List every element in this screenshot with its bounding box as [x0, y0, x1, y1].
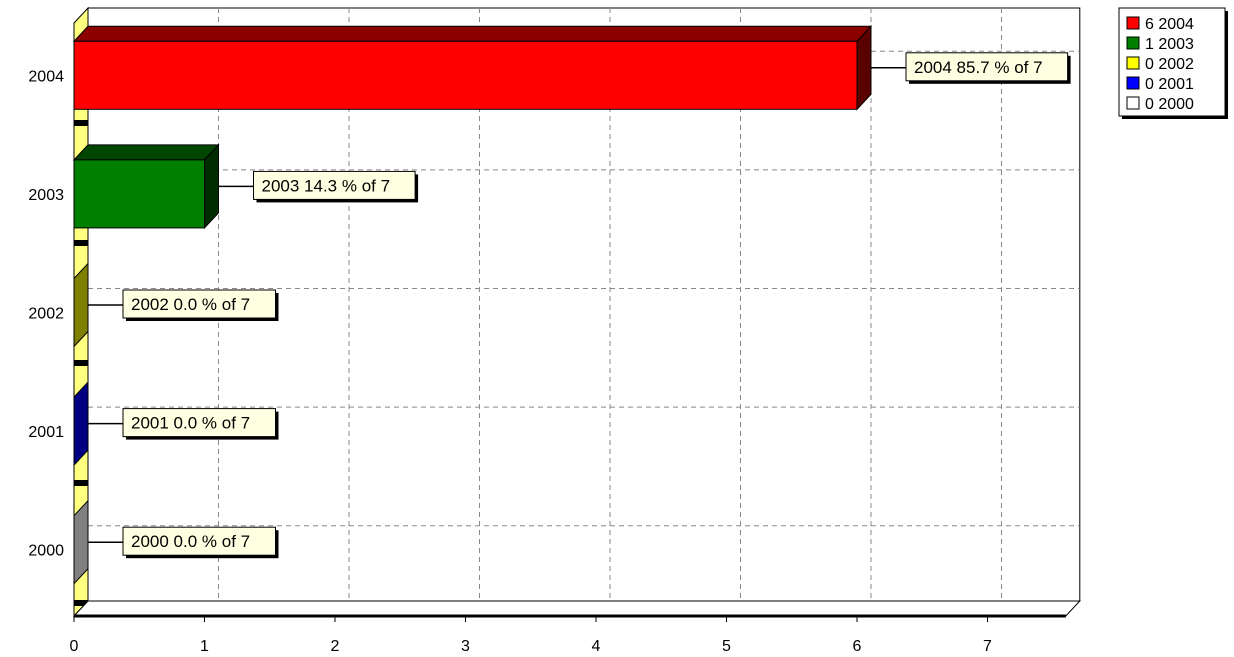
bar-2003: [72, 143, 220, 230]
y-tick-label: 2003: [28, 187, 64, 204]
y-tick-label: 2000: [28, 543, 64, 560]
data-label-box: [122, 289, 276, 319]
x-tick-label: 2: [331, 638, 340, 655]
bar-front-face: [73, 159, 205, 229]
bar-top-face: [72, 25, 873, 42]
data-label-box: [122, 526, 276, 556]
legend-swatch: [1126, 36, 1140, 50]
bar-side-face: [856, 25, 872, 111]
legend-label: 6 2004: [1145, 16, 1194, 33]
legend-swatch: [1126, 16, 1140, 30]
x-tick-label: 0: [70, 638, 79, 655]
bar-2002: [73, 262, 89, 348]
data-label: 2003 14.3 % of 7: [262, 176, 391, 195]
x-tick-label: 3: [461, 638, 470, 655]
x-tick-label: 7: [983, 638, 992, 655]
x-tick-label: 1: [200, 638, 209, 655]
bar-2001: [73, 380, 89, 467]
legend: 6 2004 1 2003 0 2002 0 2001 0 2000: [1118, 7, 1228, 119]
legend-swatch: [1126, 56, 1140, 70]
y-tick-label: 2004: [28, 68, 64, 85]
legend-label: 1 2003: [1145, 36, 1194, 53]
y-tick-label: 2001: [28, 424, 64, 441]
data-label: 2000 0.0 % of 7: [131, 532, 250, 551]
bar-end-cap: [73, 262, 89, 348]
floor: [72, 600, 1081, 617]
bar-2000: [73, 499, 89, 585]
bar-2004: [72, 25, 873, 111]
legend-label: 0 2002: [1145, 56, 1194, 73]
x-tick-label: 4: [592, 638, 601, 655]
legend-swatch: [1126, 96, 1140, 110]
data-label: 2002 0.0 % of 7: [131, 295, 250, 314]
legend-label: 0 2001: [1145, 76, 1194, 93]
data-label-box: [905, 52, 1069, 82]
x-tick-label: 6: [853, 638, 862, 655]
bar-end-cap: [73, 380, 89, 467]
bar-front-face: [73, 40, 858, 110]
bar-top-face: [72, 144, 220, 161]
data-label: 2001 0.0 % of 7: [131, 414, 250, 433]
x-tick-label: 5: [722, 638, 731, 655]
bar-end-cap: [73, 499, 89, 585]
legend-swatch: [1126, 76, 1140, 90]
data-label-box: [253, 170, 416, 200]
bar-side-face: [204, 143, 219, 230]
data-label: 2004 85.7 % of 7: [914, 58, 1043, 77]
legend-label: 0 2000: [1145, 96, 1194, 113]
y-tick-label: 2002: [28, 306, 64, 323]
data-label-box: [122, 408, 276, 438]
